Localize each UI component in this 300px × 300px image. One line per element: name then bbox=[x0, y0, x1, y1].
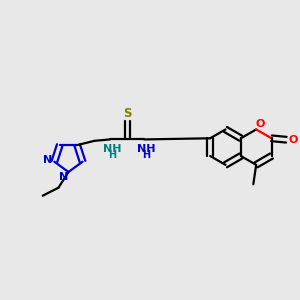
Text: NH: NH bbox=[103, 144, 121, 154]
Text: N: N bbox=[44, 155, 53, 165]
Text: N: N bbox=[59, 172, 68, 182]
Text: H: H bbox=[108, 150, 116, 160]
Text: O: O bbox=[256, 119, 265, 129]
Text: S: S bbox=[123, 107, 131, 120]
Text: H: H bbox=[142, 150, 150, 160]
Text: NH: NH bbox=[137, 144, 155, 154]
Text: O: O bbox=[289, 135, 298, 145]
